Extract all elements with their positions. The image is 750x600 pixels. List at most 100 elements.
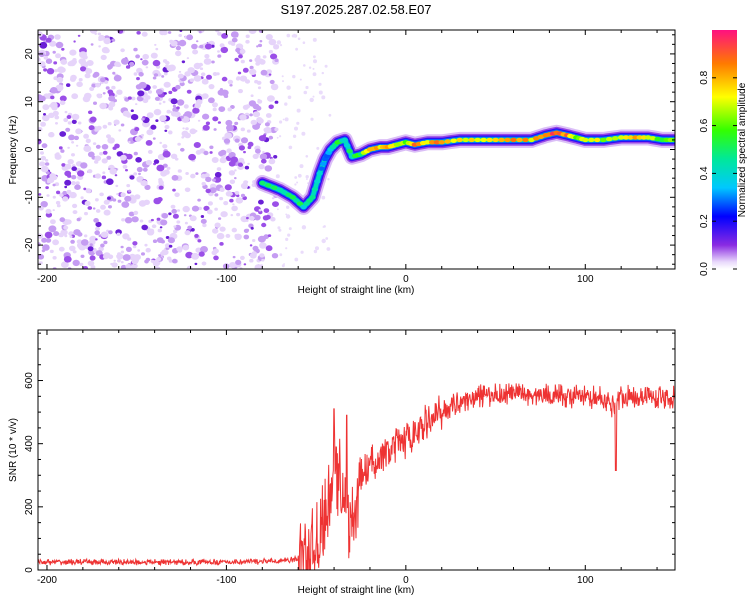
snr-x-ticks: -200 -100 0 100 <box>37 330 658 586</box>
noise-blob <box>163 169 170 175</box>
noise-blob <box>167 237 175 244</box>
y-tick-label: -10 <box>24 190 35 205</box>
colorbar-tick-label: 0.0 <box>699 262 710 276</box>
noise-blob <box>187 67 195 74</box>
noise-blob <box>150 124 157 130</box>
noise-blob <box>54 153 62 160</box>
noise-blob <box>301 131 306 136</box>
noise-blob <box>134 194 141 200</box>
noise-blob <box>55 122 58 125</box>
snr-series-line <box>38 383 675 570</box>
noise-blob <box>214 193 219 197</box>
noise-blob <box>302 41 306 44</box>
track-core <box>424 140 431 145</box>
noise-blob <box>115 184 119 188</box>
noise-blob <box>170 40 178 47</box>
noise-blob <box>230 31 239 38</box>
noise-blob <box>246 129 251 133</box>
noise-blob <box>263 208 270 214</box>
snr-y-label: SNR (10 * v/v) <box>8 418 19 482</box>
noise-blob <box>170 98 178 105</box>
track-core <box>492 137 499 143</box>
noise-blob <box>71 153 75 157</box>
noise-blob <box>257 86 262 90</box>
noise-blob <box>176 220 181 224</box>
noise-blob <box>286 85 291 90</box>
noise-blob <box>271 253 279 259</box>
noise-blob <box>141 59 149 66</box>
noise-blob <box>180 147 185 152</box>
noise-blob <box>234 138 240 143</box>
noise-blob <box>153 108 162 116</box>
spectrogram-x-ticks: -200 -100 0 100 <box>37 30 658 285</box>
noise-blob <box>258 199 264 205</box>
noise-blob <box>69 191 77 199</box>
noise-blob <box>257 58 264 64</box>
noise-blob <box>252 239 256 242</box>
noise-blob <box>130 109 134 112</box>
noise-blob <box>268 130 272 133</box>
noise-blob <box>327 178 330 181</box>
noise-blob <box>182 205 190 213</box>
noise-blob <box>188 153 197 161</box>
noise-blob <box>39 61 46 67</box>
noise-blob <box>129 175 135 180</box>
track-core <box>320 161 327 166</box>
noise-blob <box>164 72 168 76</box>
noise-blob <box>163 92 167 95</box>
noise-blob <box>134 136 142 142</box>
noise-blob <box>258 135 267 142</box>
noise-blob <box>64 110 68 114</box>
noise-blob <box>92 73 98 78</box>
noise-blob <box>98 234 102 238</box>
track-core <box>522 137 529 143</box>
noise-blob <box>69 76 76 82</box>
noise-blob <box>162 144 168 149</box>
noise-blob <box>113 119 120 125</box>
noise-blob <box>87 151 95 158</box>
noise-blob <box>212 107 217 112</box>
noise-blob <box>200 218 207 224</box>
noise-blob <box>171 208 177 214</box>
noise-blob <box>265 214 271 220</box>
noise-blob <box>95 198 99 202</box>
noise-blob <box>316 146 320 150</box>
noise-blob <box>172 188 176 192</box>
noise-blob <box>152 59 161 67</box>
track-core <box>594 137 601 143</box>
noise-blob <box>82 55 88 60</box>
noise-blob <box>164 129 168 132</box>
noise-blob <box>200 173 207 179</box>
track-core <box>450 138 457 143</box>
noise-blob <box>195 172 199 175</box>
noise-blob <box>193 75 202 82</box>
noise-blob <box>286 33 291 38</box>
noise-blob <box>262 151 265 154</box>
noise-blob <box>125 65 131 69</box>
noise-blob <box>55 53 61 59</box>
noise-blob <box>185 172 189 175</box>
track-core <box>346 148 353 154</box>
noise-blob <box>164 64 169 68</box>
noise-blob <box>177 73 184 79</box>
noise-blob <box>219 157 227 164</box>
noise-blob <box>93 101 97 105</box>
noise-blob <box>292 134 297 138</box>
noise-blob <box>117 199 122 203</box>
noise-blob <box>170 153 178 159</box>
noise-blob <box>239 114 247 121</box>
noise-blob <box>177 169 182 173</box>
colorbar-label: Normalized spectral amplitude <box>737 82 748 217</box>
noise-blob <box>122 164 128 169</box>
noise-blob <box>69 235 73 238</box>
noise-blob <box>219 242 224 246</box>
noise-blob <box>59 131 67 137</box>
noise-blob <box>286 205 290 209</box>
noise-blob <box>274 58 279 62</box>
track-core <box>271 185 278 190</box>
noise-blob <box>318 82 322 86</box>
noise-blob <box>47 177 55 184</box>
noise-blob <box>273 155 278 159</box>
noise-blob <box>299 78 302 81</box>
noise-blob <box>39 163 42 166</box>
